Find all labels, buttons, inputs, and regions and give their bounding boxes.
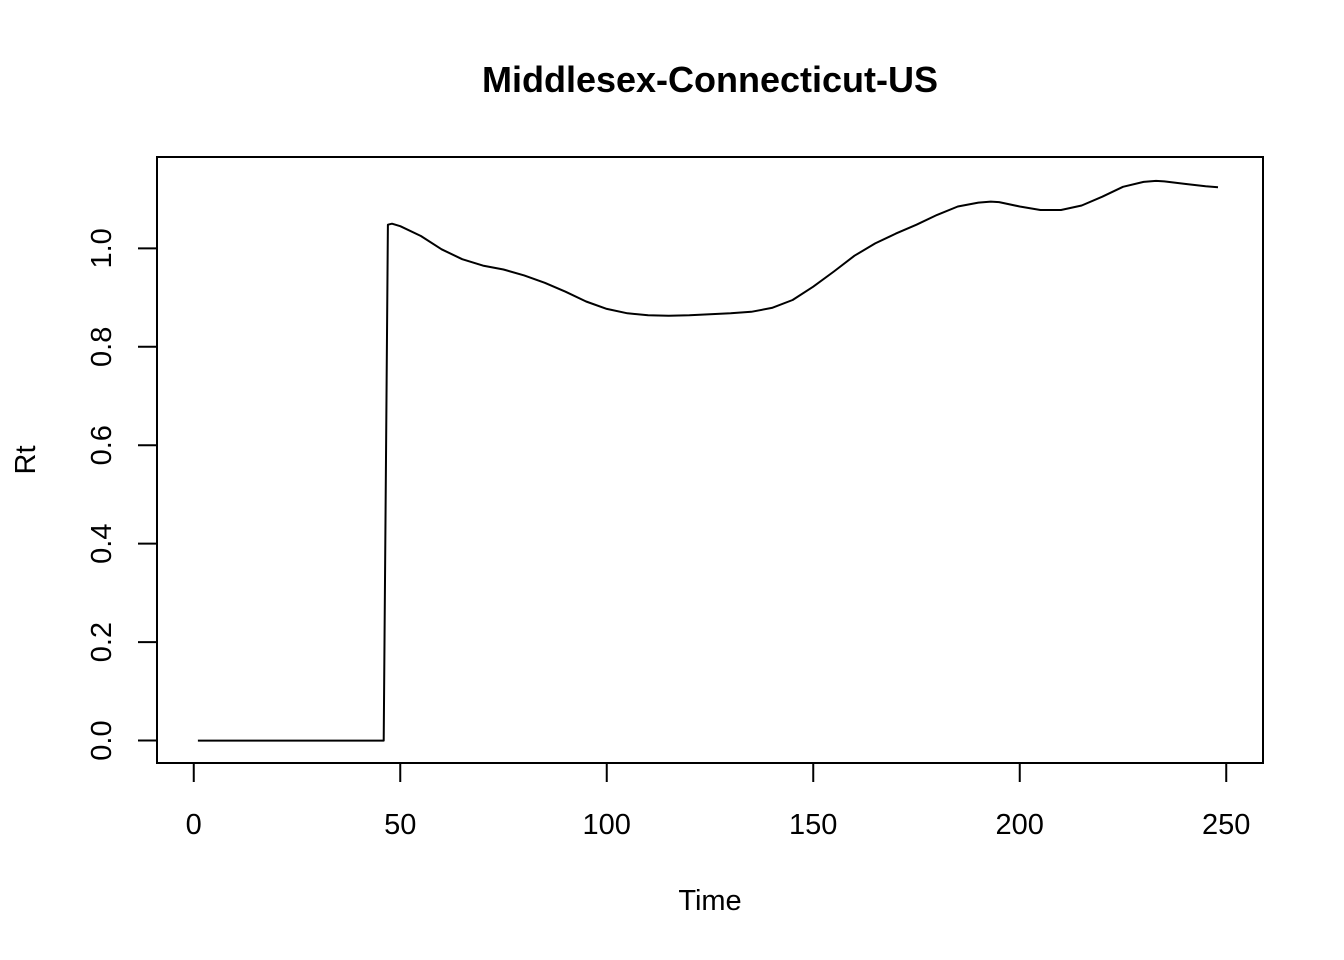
series-layer <box>197 179 1219 742</box>
x-axis: 0 50 100 150 200 250 <box>186 762 1250 841</box>
y-tick-label: 0.8 <box>86 327 118 367</box>
x-tick-label: 250 <box>1202 809 1250 841</box>
x-axis-label: Time <box>678 885 741 917</box>
x-tick-label: 200 <box>996 809 1044 841</box>
x-tick-label: 50 <box>384 809 416 841</box>
x-tick-label: 0 <box>186 809 202 841</box>
y-tick-label: 0.2 <box>86 622 118 662</box>
y-tick-label: 0.0 <box>86 720 118 760</box>
y-tick-label: 0.6 <box>86 425 118 465</box>
x-tick-label: 150 <box>789 809 837 841</box>
y-tick-label: 1.0 <box>86 228 118 268</box>
chart-title: Middlesex-Connecticut-US <box>482 59 938 100</box>
series-line <box>197 179 1219 742</box>
y-axis: 0.0 0.2 0.4 0.6 0.8 1.0 <box>86 228 158 761</box>
y-axis-label: Rt <box>10 446 42 475</box>
plot-frame <box>156 156 1264 764</box>
y-tick-label: 0.4 <box>86 524 118 564</box>
x-tick-label: 100 <box>583 809 631 841</box>
